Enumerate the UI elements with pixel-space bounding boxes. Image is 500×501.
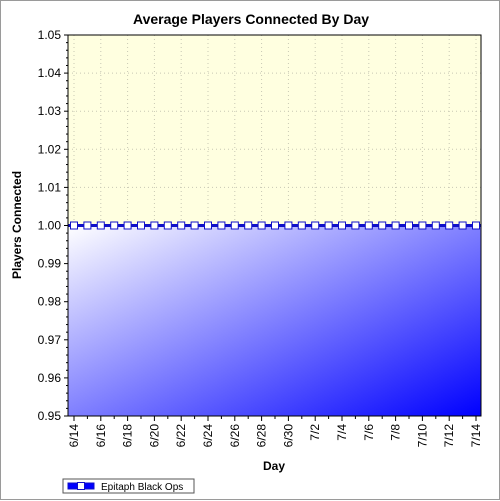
- data-point: [244, 221, 253, 230]
- legend: Epitaph Black Ops: [62, 478, 195, 494]
- chart-title: Average Players Connected By Day: [133, 11, 369, 27]
- y-tick-label: 1.05: [38, 28, 62, 42]
- data-point: [445, 221, 454, 230]
- data-point: [163, 221, 172, 230]
- y-tick-label: 1.03: [38, 104, 62, 118]
- x-tick-label: 6/30: [281, 424, 295, 448]
- data-point: [351, 221, 360, 230]
- x-tick-label: 6/16: [94, 424, 108, 448]
- data-point: [150, 221, 159, 230]
- x-tick-label: 6/22: [174, 424, 188, 448]
- y-tick-label: 0.95: [38, 409, 62, 423]
- data-point: [297, 221, 306, 230]
- x-tick-label: 7/14: [469, 424, 483, 448]
- x-tick-label: 6/24: [201, 424, 215, 448]
- data-point: [458, 221, 467, 230]
- x-axis-ticks: 6/14 6/16 6/18 6/20 6/22 6/24 6/26 6/28 6/30 7/2 7…: [67, 416, 483, 447]
- x-tick-label: 6/26: [228, 424, 242, 448]
- data-point: [204, 221, 212, 230]
- data-point: [311, 221, 320, 230]
- x-tick-label: 7/4: [335, 424, 349, 441]
- x-tick-label: 6/14: [67, 424, 81, 448]
- data-point: [110, 221, 119, 230]
- legend-marker: [77, 482, 85, 490]
- y-tick-label: 0.97: [38, 333, 62, 347]
- x-tick-label: 6/28: [255, 424, 269, 448]
- x-tick-label: 6/18: [121, 424, 135, 448]
- data-point: [257, 221, 266, 230]
- data-point: [70, 221, 78, 230]
- x-axis-title: Day: [263, 459, 285, 473]
- data-point: [190, 221, 199, 230]
- legend-box: [62, 478, 195, 494]
- y-tick-label: 1.02: [38, 142, 62, 156]
- data-point: [472, 221, 480, 230]
- x-tick-label: 7/6: [362, 424, 376, 441]
- data-point: [405, 221, 413, 230]
- data-point: [83, 221, 92, 230]
- y-tick-label: 0.99: [38, 257, 62, 271]
- x-tick-label: 7/2: [308, 424, 322, 441]
- data-point: [364, 221, 373, 230]
- y-axis-title: Players Connected: [10, 171, 24, 279]
- data-point: [230, 221, 239, 230]
- data-point: [271, 221, 279, 230]
- y-tick-label: 1.01: [38, 180, 62, 194]
- data-point: [324, 221, 333, 230]
- y-tick-label: 0.98: [38, 295, 62, 309]
- data-point: [418, 221, 427, 230]
- data-point: [378, 221, 387, 230]
- data-point: [123, 221, 132, 230]
- series-markers: [70, 221, 480, 230]
- legend-label: Epitaph Black Ops: [101, 482, 183, 493]
- y-tick-label: 1.00: [38, 219, 62, 233]
- data-point: [96, 221, 105, 230]
- data-point: [137, 221, 145, 230]
- data-point: [338, 221, 346, 230]
- data-point: [391, 221, 400, 230]
- data-point: [177, 221, 186, 230]
- x-tick-label: 7/12: [442, 424, 456, 448]
- x-tick-label: 7/8: [389, 424, 403, 441]
- area-fill: [68, 225, 481, 416]
- x-tick-label: 6/20: [147, 424, 161, 448]
- y-tick-label: 0.96: [38, 371, 62, 385]
- data-point: [284, 221, 293, 230]
- data-point: [217, 221, 226, 230]
- x-tick-label: 7/10: [415, 424, 429, 448]
- y-axis-ticks: 0.95 0.96 0.97 0.98 0.99 1.00 1.01 1.02 1.03 1.04…: [38, 28, 68, 423]
- y-tick-label: 1.04: [38, 66, 62, 80]
- data-point: [431, 221, 440, 230]
